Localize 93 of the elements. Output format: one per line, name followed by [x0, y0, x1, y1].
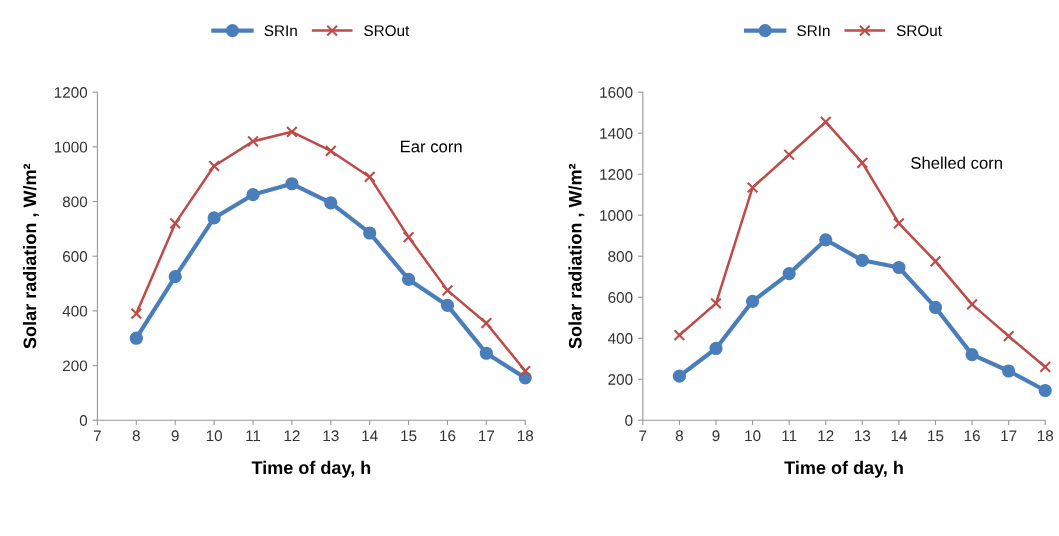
y-tick-label: 1000 — [600, 210, 633, 221]
x-tick-label: 13 — [854, 430, 871, 442]
y-tick-label: 400 — [62, 305, 88, 317]
point — [855, 253, 869, 267]
point — [892, 260, 906, 275]
y-tick-label: 1400 — [600, 128, 633, 139]
point — [965, 348, 979, 362]
y-tick-label: 1000 — [54, 141, 88, 153]
point — [479, 346, 493, 360]
point — [929, 255, 942, 268]
y-tick-label: 1200 — [600, 169, 633, 180]
x-tick-label: 18 — [517, 430, 534, 442]
x-tick-label: 16 — [440, 430, 456, 442]
point — [1002, 364, 1016, 378]
annotation: Shelled corn — [911, 156, 1002, 169]
point — [286, 125, 298, 138]
x-tick-label: 18 — [1037, 430, 1054, 442]
point — [893, 217, 905, 230]
x-tick-label: 15 — [401, 430, 417, 442]
point — [782, 267, 796, 281]
x-tick-label: 12 — [284, 430, 300, 442]
x-tick-label: 15 — [928, 430, 944, 442]
annotation: Ear corn — [401, 140, 462, 153]
point — [783, 148, 796, 161]
point — [363, 226, 377, 240]
point — [130, 307, 143, 320]
x-axis-title: Time of day, h — [784, 460, 903, 478]
point — [402, 231, 415, 243]
x-tick-label: 8 — [675, 430, 683, 442]
point — [247, 135, 259, 148]
point — [673, 329, 686, 342]
point — [928, 300, 943, 315]
y-tick-label: 200 — [608, 374, 633, 385]
point — [440, 298, 455, 313]
point — [519, 365, 532, 377]
y-axis-title: Solar radiation , W/m² — [23, 163, 39, 349]
point — [246, 188, 260, 202]
x-tick-label: 13 — [323, 430, 339, 442]
y-tick-label: 600 — [608, 292, 633, 303]
x-tick-label: 14 — [891, 430, 907, 442]
point — [363, 171, 376, 183]
point — [168, 270, 182, 284]
x-tick-label: 17 — [479, 430, 495, 442]
point — [710, 297, 722, 310]
point — [441, 284, 454, 297]
y-tick-label: 600 — [62, 251, 88, 262]
point — [672, 369, 686, 383]
x-tick-label: 9 — [712, 430, 720, 442]
point — [207, 211, 221, 225]
x-axis-title: Time of day, h — [251, 460, 371, 478]
point — [285, 177, 299, 191]
point — [819, 116, 832, 128]
x-tick-label: 16 — [964, 430, 980, 442]
x-tick-label: 17 — [1001, 430, 1017, 442]
x-tick-label: 11 — [246, 430, 261, 442]
y-axis-title: Solar radiation , W/m² — [568, 163, 585, 349]
point — [324, 145, 337, 157]
point — [966, 298, 978, 311]
y-tick-label: 1200 — [54, 87, 88, 98]
point — [324, 196, 338, 210]
point — [129, 331, 143, 345]
point — [1002, 330, 1015, 343]
x-tick-label: 7 — [93, 430, 101, 442]
point — [1038, 383, 1052, 398]
y-tick-label: 800 — [62, 196, 88, 208]
y-tick-label: 0 — [79, 415, 88, 426]
x-tick-label: 10 — [206, 430, 223, 442]
x-tick-label: 8 — [132, 430, 140, 442]
point — [709, 341, 723, 356]
y-tick-label: 0 — [625, 415, 633, 426]
point — [1039, 361, 1052, 373]
point — [819, 233, 833, 247]
point — [480, 317, 493, 330]
point — [745, 294, 760, 308]
x-tick-label: 10 — [745, 430, 761, 442]
point — [746, 181, 759, 194]
point — [856, 157, 869, 169]
legend-label: SROut — [896, 25, 942, 37]
y-tick-label: 200 — [62, 360, 88, 372]
y-tick-label: 800 — [608, 251, 633, 262]
x-tick-label: 14 — [362, 430, 378, 442]
x-tick-label: 7 — [639, 430, 647, 442]
point — [208, 160, 221, 172]
legend-label: SROut — [364, 25, 410, 37]
x-tick-label: 12 — [818, 430, 834, 442]
x-tick-label: 9 — [171, 430, 179, 442]
point — [169, 217, 182, 230]
legend-label: SRIn — [797, 25, 830, 37]
x-tick-label: 11 — [782, 430, 797, 442]
y-tick-label: 400 — [607, 333, 633, 344]
legend-label: SRIn — [264, 25, 297, 37]
y-tick-label: 1600 — [600, 87, 633, 98]
point — [401, 272, 416, 287]
